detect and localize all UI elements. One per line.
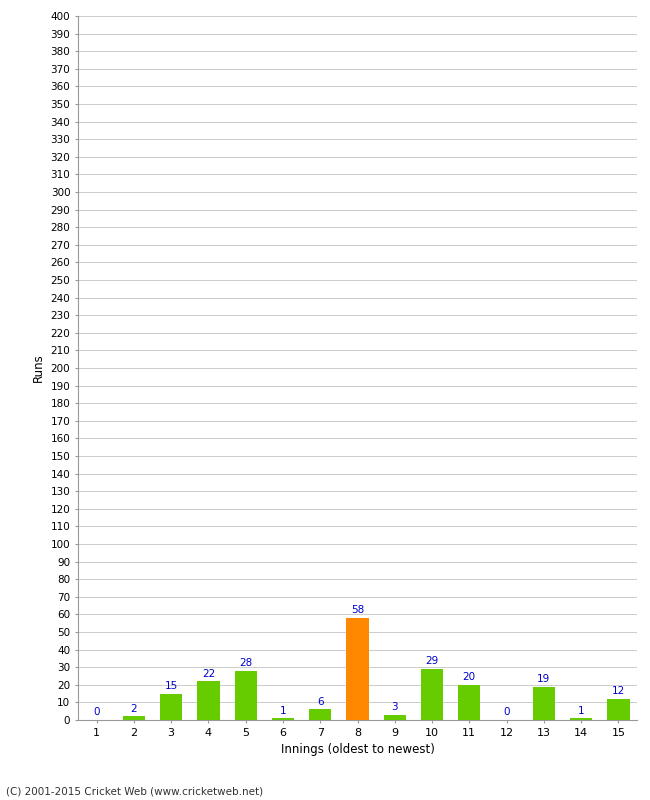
Bar — [309, 710, 332, 720]
Text: 19: 19 — [537, 674, 551, 684]
Bar — [532, 686, 555, 720]
Text: 29: 29 — [425, 656, 439, 666]
Bar — [272, 718, 294, 720]
Bar — [346, 618, 369, 720]
Bar — [160, 694, 183, 720]
Text: 15: 15 — [164, 681, 178, 691]
Text: 1: 1 — [280, 706, 286, 715]
Text: (C) 2001-2015 Cricket Web (www.cricketweb.net): (C) 2001-2015 Cricket Web (www.cricketwe… — [6, 786, 264, 796]
Bar — [235, 670, 257, 720]
Bar — [570, 718, 592, 720]
Bar — [384, 714, 406, 720]
Text: 20: 20 — [463, 672, 476, 682]
Bar — [607, 699, 630, 720]
Text: 12: 12 — [612, 686, 625, 696]
Text: 0: 0 — [94, 707, 100, 718]
Text: 2: 2 — [131, 704, 137, 714]
Bar — [197, 682, 220, 720]
X-axis label: Innings (oldest to newest): Innings (oldest to newest) — [281, 743, 434, 756]
Text: 28: 28 — [239, 658, 252, 668]
Text: 22: 22 — [202, 669, 215, 678]
Bar — [458, 685, 480, 720]
Text: 0: 0 — [503, 707, 510, 718]
Text: 6: 6 — [317, 697, 324, 707]
Y-axis label: Runs: Runs — [32, 354, 45, 382]
Text: 1: 1 — [578, 706, 584, 715]
Bar — [421, 669, 443, 720]
Text: 3: 3 — [391, 702, 398, 712]
Text: 58: 58 — [351, 606, 364, 615]
Bar — [123, 717, 145, 720]
